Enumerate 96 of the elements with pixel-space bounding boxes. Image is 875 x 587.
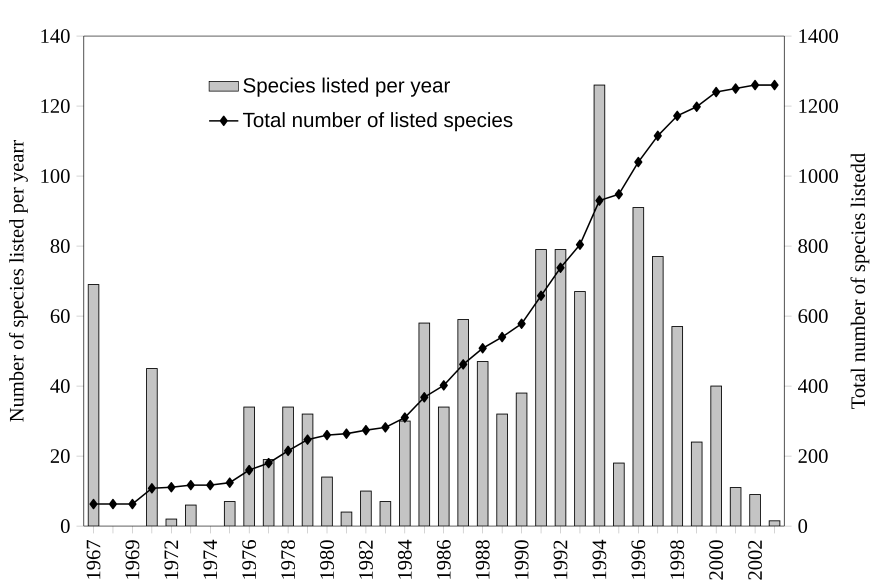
x-tick-label: 2000 bbox=[709, 540, 724, 580]
y2-tick-label: 1400 bbox=[799, 28, 838, 43]
bar bbox=[555, 249, 566, 526]
bar bbox=[399, 420, 410, 526]
bar bbox=[477, 361, 488, 526]
x-tick-label: 1998 bbox=[670, 540, 684, 579]
bar bbox=[496, 414, 508, 526]
x-tick-label: 2002 bbox=[748, 540, 762, 580]
point bbox=[226, 477, 234, 488]
point bbox=[750, 80, 760, 90]
bar bbox=[574, 291, 586, 526]
point bbox=[459, 358, 468, 370]
y-tick-label: 80 bbox=[50, 238, 70, 253]
y-tick-label: 40 bbox=[50, 378, 70, 393]
y-tick-label: 140 bbox=[41, 28, 70, 43]
point bbox=[614, 188, 623, 200]
bar bbox=[594, 84, 605, 526]
bar bbox=[380, 501, 391, 526]
point bbox=[186, 480, 195, 490]
bar bbox=[632, 207, 644, 526]
point bbox=[284, 445, 292, 456]
point bbox=[148, 482, 156, 494]
bar bbox=[360, 490, 372, 526]
y2-tick-label: 600 bbox=[798, 308, 828, 323]
y2-tick-label: 0 bbox=[798, 518, 808, 533]
point bbox=[712, 86, 720, 98]
point bbox=[206, 480, 214, 490]
y2-tick-label: 800 bbox=[798, 238, 828, 253]
bar bbox=[750, 494, 760, 526]
x-tick-label: 1978 bbox=[281, 540, 296, 579]
bar bbox=[88, 284, 99, 526]
x-tick-label: 1984 bbox=[398, 540, 412, 579]
x-tick-label: 1967 bbox=[86, 540, 100, 579]
bar bbox=[458, 319, 469, 526]
y2-tick-label: 200 bbox=[798, 448, 828, 463]
y-tick-label: 120 bbox=[41, 98, 70, 113]
y2-axis-title: Total number of species listedd bbox=[850, 152, 870, 409]
x-tick-label: 1994 bbox=[592, 540, 606, 579]
y-axis-title: Number of species listed per yearr bbox=[8, 140, 28, 422]
point bbox=[536, 290, 546, 301]
point bbox=[692, 101, 701, 112]
y-tick-label: 60 bbox=[50, 308, 70, 323]
point bbox=[732, 83, 740, 94]
bar bbox=[418, 322, 430, 526]
point bbox=[128, 498, 137, 510]
bar bbox=[710, 386, 722, 526]
x-tick-label: 1992 bbox=[554, 540, 568, 579]
point bbox=[634, 156, 642, 168]
y2-tick-label: 1200 bbox=[799, 98, 838, 113]
bar bbox=[536, 249, 546, 526]
point bbox=[362, 424, 370, 436]
x-tick-label: 1982 bbox=[358, 540, 373, 579]
y-tick-label: 20 bbox=[50, 448, 70, 463]
bar bbox=[146, 368, 158, 526]
point bbox=[654, 130, 662, 141]
x-tick-label: 1974 bbox=[203, 540, 218, 579]
point bbox=[381, 422, 390, 432]
x-tick-label: 1980 bbox=[320, 540, 334, 579]
point bbox=[245, 464, 254, 476]
x-tick-label: 1969 bbox=[126, 540, 140, 579]
point bbox=[595, 195, 604, 206]
x-tick-label: 1990 bbox=[514, 540, 529, 579]
x-tick-label: 1988 bbox=[476, 540, 490, 579]
bar bbox=[322, 476, 332, 526]
bar bbox=[516, 392, 527, 526]
x-tick-label: 1986 bbox=[436, 540, 451, 579]
point bbox=[770, 80, 779, 90]
point bbox=[322, 430, 332, 440]
x-tick-label: 1996 bbox=[631, 540, 646, 579]
point bbox=[89, 498, 98, 510]
y-tick-label: 100 bbox=[41, 168, 70, 183]
bar bbox=[302, 414, 313, 526]
point bbox=[498, 332, 506, 342]
point bbox=[576, 239, 584, 250]
point bbox=[517, 318, 526, 329]
point bbox=[440, 380, 448, 390]
y2-tick-label: 1000 bbox=[799, 168, 838, 183]
legend-label: Species listed per year bbox=[243, 77, 450, 96]
point bbox=[264, 458, 273, 468]
point bbox=[556, 262, 565, 273]
legend-label: Total number of listed species bbox=[242, 112, 512, 132]
point bbox=[400, 412, 409, 423]
point bbox=[673, 110, 682, 121]
point bbox=[420, 392, 428, 402]
point bbox=[478, 342, 487, 354]
bar bbox=[730, 487, 741, 526]
bar bbox=[614, 462, 624, 526]
x-tick-label: 1976 bbox=[242, 540, 256, 579]
y2-tick-label: 400 bbox=[798, 378, 828, 393]
bar bbox=[282, 406, 294, 526]
point bbox=[303, 434, 312, 445]
point bbox=[342, 428, 351, 439]
y-tick-label: 0 bbox=[60, 518, 70, 533]
x-tick-label: 1972 bbox=[164, 540, 178, 579]
point bbox=[108, 498, 118, 510]
point bbox=[167, 482, 176, 492]
